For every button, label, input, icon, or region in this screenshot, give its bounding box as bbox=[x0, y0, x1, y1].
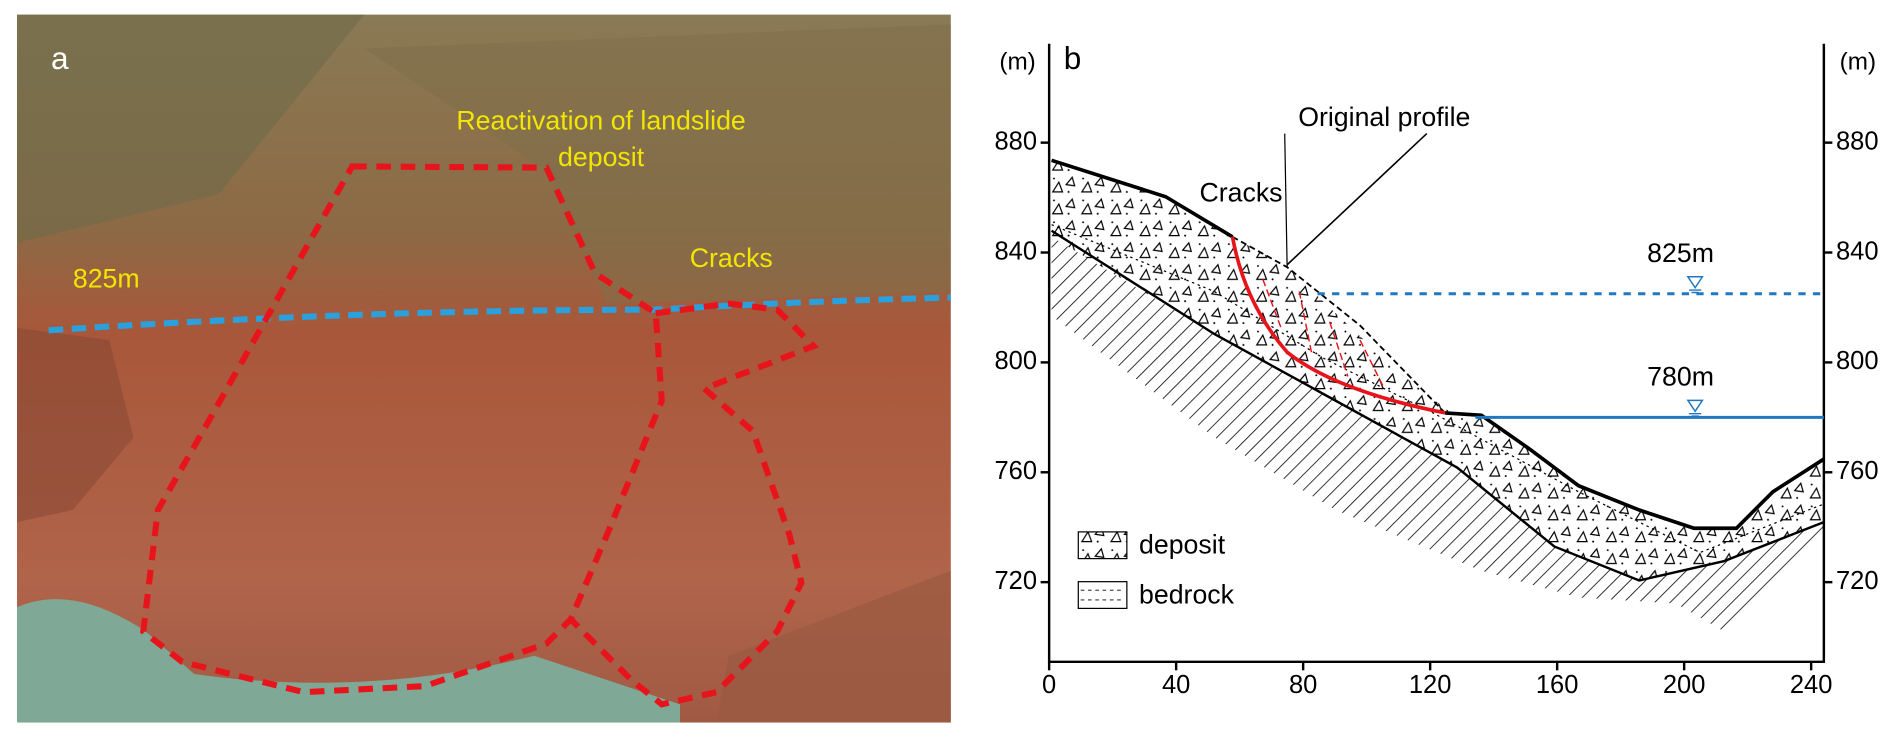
panel-label: a bbox=[51, 40, 69, 76]
x-tick-label: 200 bbox=[1663, 671, 1706, 699]
water-symbol bbox=[1686, 275, 1704, 294]
axis-unit: (m) bbox=[1840, 49, 1876, 76]
x-tick-label: 40 bbox=[1162, 671, 1190, 699]
y-tick-label: 840 bbox=[994, 237, 1037, 265]
profile bbox=[1050, 133, 1825, 632]
x-tick-label: 120 bbox=[1409, 671, 1452, 699]
x-tick-label: 240 bbox=[1790, 671, 1833, 699]
water-level-label: 825m bbox=[1647, 238, 1714, 268]
annotation: Original profile bbox=[1298, 102, 1470, 132]
water-symbol bbox=[1686, 399, 1704, 417]
x-tick-label: 80 bbox=[1289, 671, 1317, 699]
y2-tick-label: 720 bbox=[1836, 567, 1879, 595]
y-tick-label: 880 bbox=[994, 127, 1037, 155]
annotation: 825m bbox=[73, 264, 140, 294]
legend-swatch bbox=[1080, 589, 1125, 601]
axis-unit: (m) bbox=[999, 49, 1035, 76]
y2-tick-label: 760 bbox=[1836, 457, 1879, 485]
y-tick-label: 760 bbox=[994, 457, 1037, 485]
annotation: Cracks bbox=[690, 243, 773, 273]
legend-swatch bbox=[1077, 581, 1128, 609]
annotation: Cracks bbox=[1199, 177, 1282, 207]
y-tick-label: 800 bbox=[994, 347, 1037, 375]
axis-frame bbox=[1047, 43, 1826, 664]
y2-tick-label: 880 bbox=[1836, 127, 1879, 155]
legend-swatch bbox=[1077, 531, 1128, 560]
legend-label: deposit bbox=[1139, 530, 1226, 560]
legend-label: bedrock bbox=[1139, 579, 1235, 609]
water-level-label: 780m bbox=[1647, 362, 1714, 392]
x-tick-label: 160 bbox=[1536, 671, 1579, 699]
annotation: Reactivation of landslide bbox=[456, 106, 745, 136]
y2-tick-label: 840 bbox=[1836, 237, 1879, 265]
panel-label: b bbox=[1064, 40, 1082, 76]
x-tick-label: 0 bbox=[1042, 671, 1056, 699]
annotation: deposit bbox=[558, 142, 645, 172]
y2-tick-label: 800 bbox=[1836, 347, 1879, 375]
y-tick-label: 720 bbox=[994, 567, 1037, 595]
photo bbox=[17, 14, 951, 723]
